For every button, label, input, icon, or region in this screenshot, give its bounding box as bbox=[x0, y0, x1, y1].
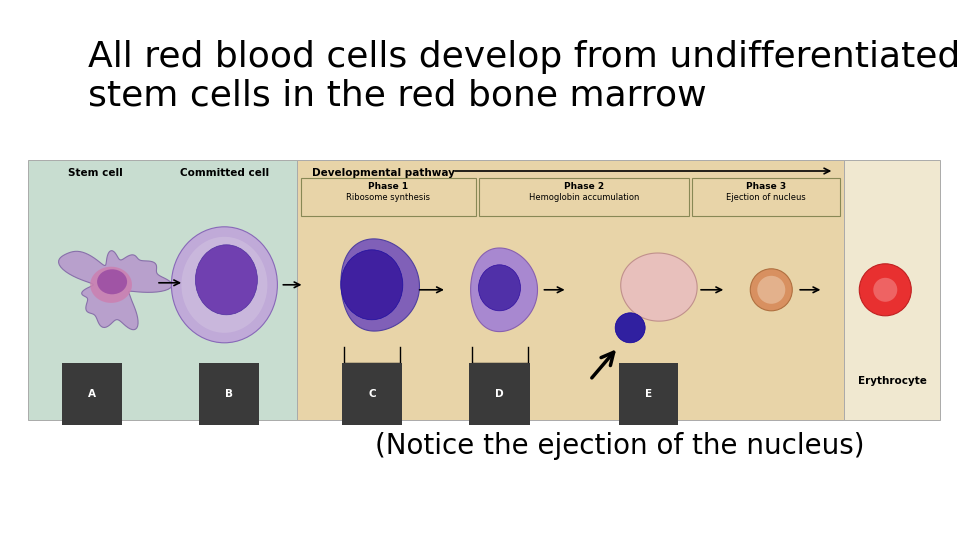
Text: All red blood cells develop from undifferentiated: All red blood cells develop from undiffe… bbox=[88, 40, 960, 74]
Ellipse shape bbox=[172, 227, 277, 343]
Text: stem cells in the red bone marrow: stem cells in the red bone marrow bbox=[88, 78, 707, 112]
Polygon shape bbox=[59, 251, 172, 330]
Text: Phase 2: Phase 2 bbox=[564, 182, 604, 191]
Polygon shape bbox=[621, 253, 697, 321]
Text: A: A bbox=[88, 389, 96, 399]
Text: D: D bbox=[495, 389, 504, 399]
Ellipse shape bbox=[341, 250, 403, 320]
Ellipse shape bbox=[859, 264, 911, 316]
Ellipse shape bbox=[181, 237, 268, 333]
Text: C: C bbox=[368, 389, 375, 399]
Text: Developmental pathway: Developmental pathway bbox=[312, 168, 455, 178]
Polygon shape bbox=[470, 248, 538, 332]
Bar bbox=[479, 178, 689, 216]
Text: E: E bbox=[644, 389, 652, 399]
Bar bbox=[297, 160, 844, 420]
Ellipse shape bbox=[757, 276, 785, 304]
Text: Hemoglobin accumulation: Hemoglobin accumulation bbox=[529, 193, 639, 202]
Bar bbox=[844, 160, 940, 420]
Ellipse shape bbox=[874, 278, 898, 302]
Ellipse shape bbox=[196, 245, 257, 315]
Text: Committed cell: Committed cell bbox=[180, 168, 269, 178]
Ellipse shape bbox=[615, 313, 645, 343]
Text: Phase 1: Phase 1 bbox=[369, 182, 408, 191]
Ellipse shape bbox=[751, 269, 792, 311]
Text: Phase 3: Phase 3 bbox=[746, 182, 786, 191]
Text: Erythrocyte: Erythrocyte bbox=[857, 376, 926, 386]
Bar bbox=[692, 178, 840, 216]
Ellipse shape bbox=[97, 269, 127, 294]
Ellipse shape bbox=[478, 265, 520, 311]
Text: Ribosome synthesis: Ribosome synthesis bbox=[347, 193, 430, 202]
Bar bbox=[28, 160, 297, 420]
Text: Stem cell: Stem cell bbox=[68, 168, 123, 178]
Polygon shape bbox=[341, 239, 420, 331]
Polygon shape bbox=[90, 267, 132, 303]
Bar bbox=[301, 178, 476, 216]
Text: Ejection of nucleus: Ejection of nucleus bbox=[727, 193, 806, 202]
Text: (Notice the ejection of the nucleus): (Notice the ejection of the nucleus) bbox=[375, 432, 865, 460]
Text: B: B bbox=[226, 389, 233, 399]
